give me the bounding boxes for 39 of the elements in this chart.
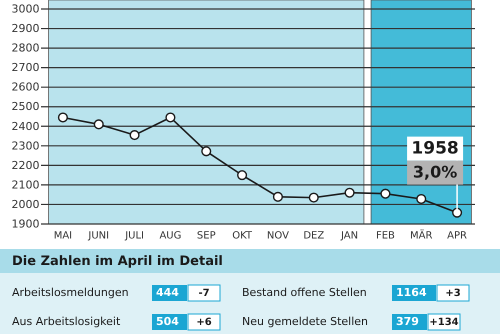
y-tick-label: 2200 [12,158,40,172]
text: 1164 [396,286,427,299]
y-tick-label: 2800 [12,42,40,55]
y-tick-label: 2700 [12,61,40,74]
y-tick-label: 2000 [12,198,40,211]
x-tick-label: MAI [54,230,72,242]
y-tick-label: 3000 [12,2,40,16]
x-tick-label: DEZ [303,230,324,242]
x-tick-label: MÄR [410,228,433,242]
x-tick-label: AUG [159,230,182,242]
text: +3 [445,288,461,299]
x-tick-label: NOV [266,230,290,242]
text: 504 [156,315,180,328]
text: Aus Arbeitslosigkeit [12,315,121,328]
y-tick-label: 2100 [12,178,40,192]
y-tick-label: 1900 [12,218,40,230]
x-tick-label: JULI [124,230,144,242]
annotation: 3,0% [412,162,458,182]
text: Arbeitslosmeldungen [12,286,129,299]
text: +6 [196,317,212,328]
x-tick-label: JUNI [87,230,110,242]
x-tick-label: FEB [376,230,396,242]
text: +134 [429,317,459,328]
text: Die Zahlen im April im Detail [12,254,223,269]
x-tick-label: JAN [340,230,358,242]
y-tick-label: 2900 [12,22,40,36]
x-tick-label: OKT [232,230,253,242]
y-tick-label: 2400 [12,120,40,133]
text: 444 [156,286,180,299]
x-tick-label: SEP [196,230,216,242]
text: 379 [396,315,419,328]
y-tick-label: 2300 [12,139,40,152]
y-tick-label: 2600 [12,80,40,94]
y-tick-label: 2500 [12,100,40,114]
text: -7 [198,288,210,299]
annotation: 1958 [411,138,459,159]
text: Bestand offene Stellen [242,286,367,299]
text: Neu gemeldete Stellen [242,315,368,328]
x-tick-label: APR [447,230,468,242]
